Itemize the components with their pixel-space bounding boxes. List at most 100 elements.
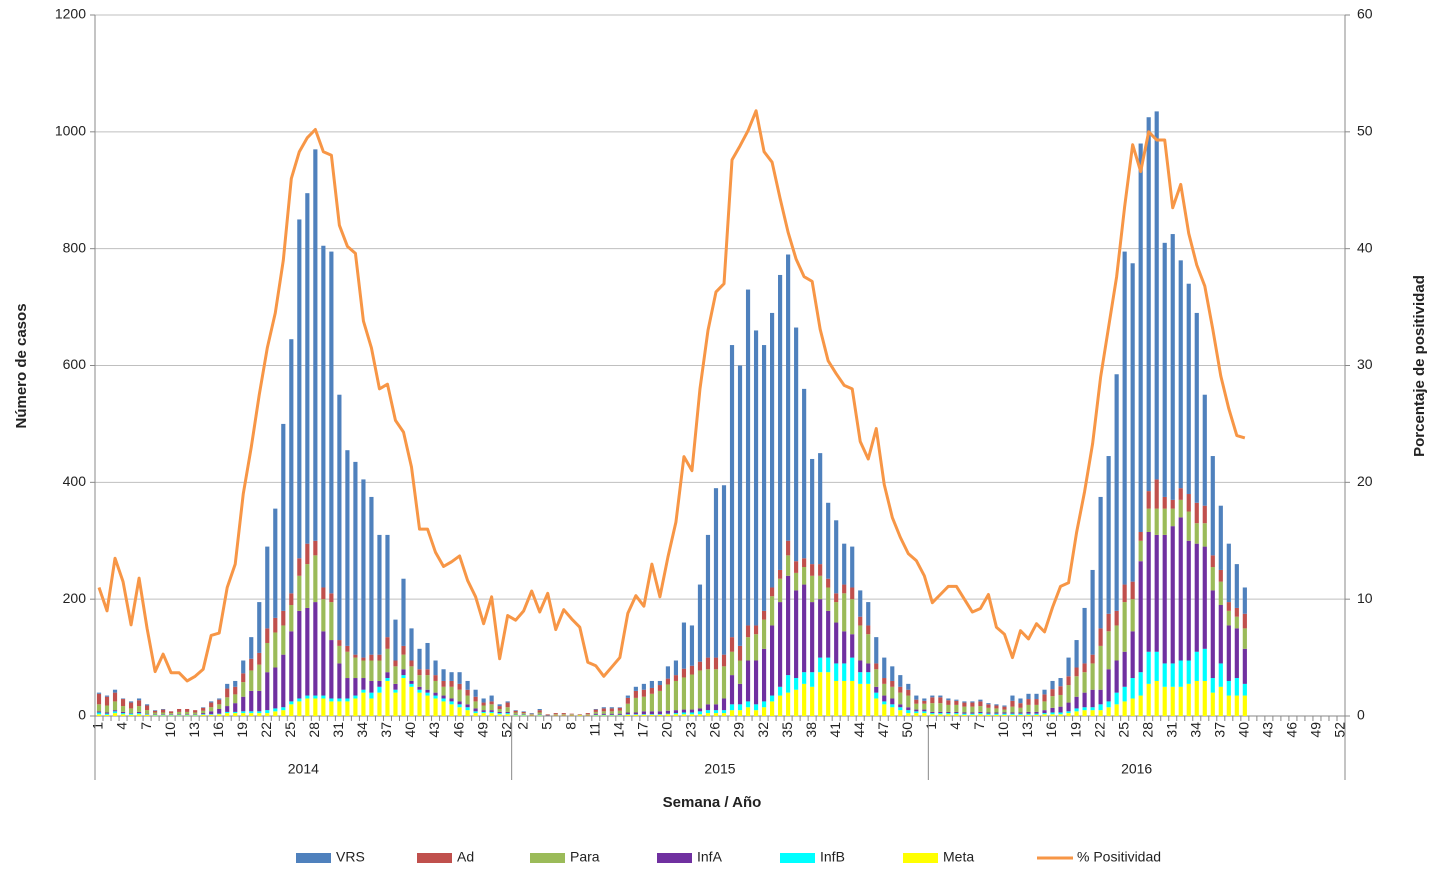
bar-segment	[1226, 625, 1231, 681]
bar-segment	[393, 689, 398, 693]
bar-segment	[745, 707, 751, 716]
bar-segment	[874, 692, 879, 699]
bar-segment	[177, 714, 182, 715]
bar-segment	[593, 708, 598, 710]
bar-segment	[1138, 561, 1143, 673]
bar-segment	[1058, 678, 1063, 687]
bar-segment	[385, 672, 390, 679]
bar-segment	[473, 696, 478, 702]
bar-segment	[922, 711, 927, 714]
bar-segment	[177, 708, 182, 712]
bar-segment	[745, 660, 751, 702]
x-tick-label: 25	[1115, 722, 1131, 738]
bar-segment	[1034, 714, 1039, 716]
x-tick-label: 20	[659, 722, 675, 738]
bar-segment	[890, 704, 895, 708]
bar-segment	[145, 710, 150, 714]
bar-segment	[994, 708, 999, 713]
bar-segment	[409, 686, 414, 716]
bar-segment	[649, 714, 654, 716]
bar-segment	[834, 663, 839, 681]
bar-segment	[1186, 660, 1191, 684]
bar-segment	[906, 713, 911, 716]
bar-segment	[1202, 505, 1207, 524]
bar-segment	[1082, 707, 1087, 711]
bar-segment	[609, 714, 614, 716]
bar-segment	[425, 642, 430, 670]
bar-segment	[1242, 587, 1247, 614]
bar-segment	[946, 700, 951, 705]
x-tick-label: 31	[330, 722, 346, 738]
bar-segment	[1218, 663, 1223, 687]
bar-segment	[281, 707, 286, 711]
bar-segment	[112, 692, 118, 702]
bar-segment	[1074, 640, 1079, 668]
bar-segment	[361, 692, 366, 716]
bar-segment	[1034, 711, 1039, 714]
bar-segment	[513, 710, 518, 711]
bar-segment	[641, 683, 646, 690]
bar-segment	[986, 714, 991, 716]
bar-segment	[697, 711, 703, 715]
bar-segment	[561, 713, 566, 715]
bar-segment	[1042, 713, 1047, 715]
bar-segment	[665, 684, 670, 711]
bar-segment	[649, 714, 654, 715]
bar-segment	[778, 274, 783, 570]
bar-segment	[834, 602, 839, 623]
bar-segment	[761, 610, 767, 620]
bar-segment	[537, 714, 542, 716]
bar-segment	[962, 712, 967, 714]
bar-segment	[641, 711, 646, 715]
bar-segment	[978, 713, 983, 715]
x-tick-label: 34	[354, 722, 370, 738]
bar-segment	[337, 701, 342, 716]
bar-segment	[697, 670, 703, 709]
bar-segment	[193, 712, 198, 715]
bar-segment	[297, 219, 302, 559]
bar-segment	[786, 254, 791, 541]
bar-segment	[1090, 569, 1095, 655]
bar-segment	[321, 245, 326, 588]
bar-segment	[417, 692, 422, 716]
bar-segment	[946, 713, 951, 715]
bar-segment	[818, 453, 823, 565]
bar-segment	[593, 709, 598, 712]
bar-segment	[1106, 631, 1111, 670]
bar-segment	[136, 700, 142, 707]
bar-segment	[1066, 713, 1071, 716]
bar-segment	[593, 714, 598, 716]
bar-segment	[737, 365, 743, 646]
bar-segment	[313, 698, 318, 716]
x-tick-label: 17	[635, 722, 651, 738]
bar-segment	[1234, 564, 1239, 608]
bar-segment	[217, 698, 222, 700]
bar-segment	[225, 711, 230, 714]
bar-segment	[521, 713, 526, 715]
bar-segment	[473, 711, 478, 714]
bar-segment	[1114, 625, 1119, 661]
bar-segment	[561, 714, 566, 715]
bar-segment	[1050, 712, 1055, 715]
bar-segment	[505, 702, 510, 708]
bar-segment	[1098, 628, 1103, 646]
bar-segment	[265, 628, 270, 643]
bar-segment	[946, 698, 951, 701]
bar-segment	[481, 713, 486, 716]
bar-segment	[1138, 143, 1143, 532]
bar-segment	[802, 558, 807, 568]
bar-segment	[794, 678, 799, 690]
bar-segment	[497, 704, 502, 707]
y-tick-label: 600	[63, 356, 87, 372]
bar-segment	[770, 701, 775, 716]
bar-segment	[104, 712, 110, 714]
x-tick-label: 28	[1139, 722, 1155, 738]
bar-segment	[842, 631, 847, 664]
bar-segment	[561, 714, 566, 716]
bar-segment	[681, 677, 687, 710]
bar-segment	[128, 714, 134, 716]
bar-segment	[489, 704, 494, 711]
bar-segment	[882, 704, 887, 716]
bar-segment	[778, 602, 783, 687]
bar-segment	[794, 590, 799, 679]
